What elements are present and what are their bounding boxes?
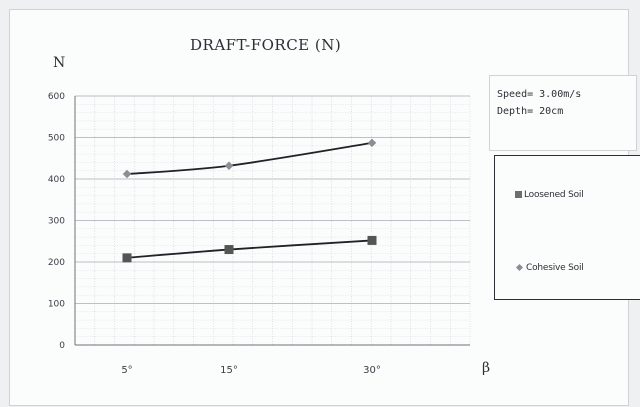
square-marker-icon	[515, 191, 522, 198]
x-tick-label: 15°	[220, 365, 238, 376]
diamond-marker-icon	[515, 263, 524, 272]
x-axis-label: β	[482, 360, 491, 376]
depth-text: Depth= 20cm	[497, 106, 564, 117]
series-line-loosened	[126, 239, 373, 259]
legend: Loosened Soil Cohesive Soil	[494, 155, 640, 300]
speed-text: Speed= 3.00m/s	[497, 89, 582, 100]
legend-label-loosened: Loosened Soil	[524, 190, 584, 200]
chart-title: DRAFT-FORCE (N)	[190, 36, 342, 54]
data-point-loosened	[224, 245, 234, 255]
x-tick-label: 5°	[121, 365, 132, 376]
y-axis-label: N	[53, 55, 66, 71]
data-point-cohesive	[122, 169, 132, 179]
y-tick-label: 400	[48, 175, 65, 185]
data-point-loosened	[367, 235, 377, 245]
legend-item-cohesive: Cohesive Soil	[515, 263, 584, 273]
y-tick-label: 600	[48, 92, 65, 102]
y-tick-label: 100	[48, 300, 65, 310]
data-point-cohesive	[367, 138, 377, 148]
data-point-cohesive	[224, 161, 234, 170]
conditions-box: Speed= 3.00m/s Depth= 20cm	[489, 75, 637, 151]
y-tick-label: 0	[59, 341, 65, 351]
y-tick-label: 300	[48, 217, 65, 227]
y-tick-label: 500	[48, 134, 65, 144]
y-tick-label: 200	[48, 258, 65, 268]
x-tick-label: 30°	[363, 365, 381, 376]
data-point-loosened	[122, 253, 132, 263]
series-line-cohesive	[126, 142, 373, 175]
legend-label-cohesive: Cohesive Soil	[526, 263, 584, 273]
legend-item-loosened: Loosened Soil	[515, 190, 584, 200]
